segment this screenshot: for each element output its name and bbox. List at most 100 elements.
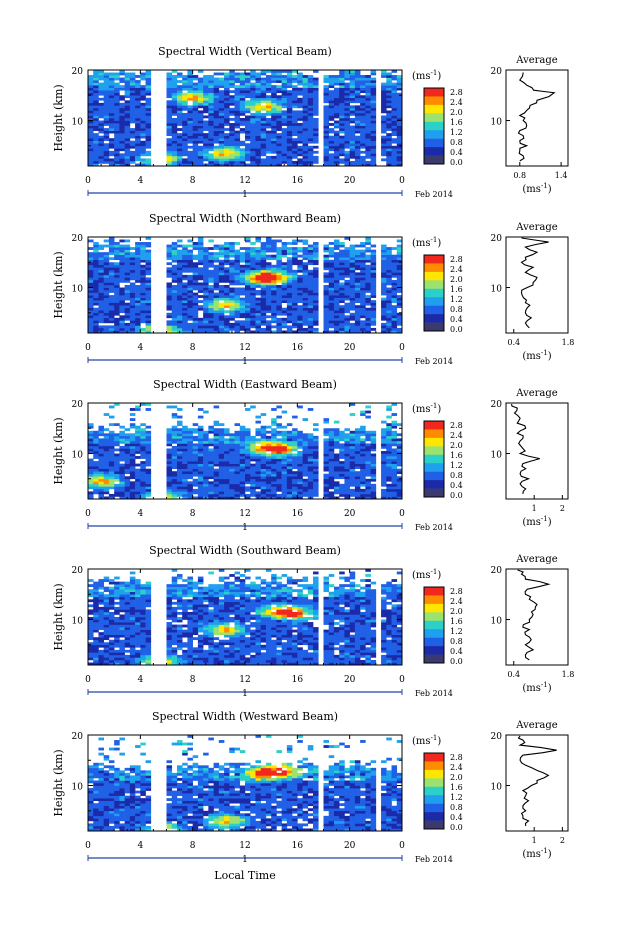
heatmap-cell [176,87,183,91]
heatmap-cell [245,468,251,472]
heatmap-cell [323,277,330,281]
colorbar-swatch [424,288,444,298]
heatmap-cell [218,138,225,142]
heatmap-cell [229,488,235,492]
heatmap-cell [260,242,267,245]
heatmap-cell [307,327,314,331]
heatmap-cell [114,483,120,487]
heatmap-cell [129,257,136,261]
heatmap-cell [365,267,371,271]
heatmap-cell [328,85,335,88]
heatmap-cell [255,158,261,162]
heatmap-cell [197,145,204,149]
heatmap-cell [103,463,110,467]
heatmap-cell [213,158,220,162]
heatmap-cell [145,115,152,119]
heatmap-cell [203,128,209,131]
heatmap-cell [197,237,204,240]
heatmap-cell [339,135,345,139]
heatmap-cell [176,100,183,104]
heatmap-cell [265,453,272,457]
heatmap-cell [328,95,335,99]
heatmap-cell [135,158,141,162]
heatmap-cell [381,97,387,101]
heatmap-cell [98,140,104,144]
heatmap-cell [297,461,303,464]
heatmap-cell [213,85,220,88]
heatmap-cell [239,85,246,88]
heatmap-cell [224,466,230,469]
heatmap-cell [114,133,120,136]
heatmap-cell [245,90,251,94]
heatmap-cell [323,264,330,268]
heatmap-cell [234,163,241,167]
heatmap-cell [344,274,350,278]
heatmap-cell [171,297,178,301]
heatmap-cell [396,75,403,78]
heatmap-cell [218,428,225,432]
colorbar-tick-label: 2.8 [450,88,463,97]
heatmap-cell [192,285,199,288]
heatmap-cell [208,120,214,124]
heatmap-cell [250,300,256,303]
heatmap-cell [276,488,282,492]
heatmap-cell [260,327,267,331]
heatmap-cell [119,317,125,321]
heatmap-cell [88,267,94,271]
heatmap-cell [114,300,120,303]
heatmap-cell [328,123,335,126]
heatmap-cell [229,274,235,278]
heatmap-cell [265,163,272,167]
heatmap-cell [286,249,293,253]
heatmap-cell [307,272,314,276]
heatmap-cell [166,140,173,144]
heatmap-cell [103,110,110,114]
heatmap-cell [396,97,403,101]
heatmap-cell [265,148,272,152]
heatmap-cell [145,471,152,475]
heatmap-cell [313,486,319,490]
heatmap-cell [229,325,235,329]
heatmap-cell [302,488,309,492]
heatmap-cell [182,163,188,167]
heatmap-cell [260,254,267,258]
heatmap-cell [213,272,220,276]
heatmap-cell [370,72,377,76]
heatmap-cell [145,481,152,485]
heatmap-cell [229,458,235,462]
heatmap-cell [292,282,298,286]
heatmap-cell [271,257,277,261]
heatmap-cell [360,133,366,136]
heatmap-cell [145,237,152,240]
heatmap-cell [307,105,314,109]
heatmap-cell [88,128,94,131]
heatmap-cell [98,282,104,286]
heatmap-cell [119,135,125,139]
heatmap-cell [93,269,99,273]
heatmap-cell [229,486,235,490]
heatmap-cell [292,274,298,278]
heatmap-cell [239,478,246,482]
heatmap-cell [250,70,256,73]
heatmap-cell [307,295,314,298]
heatmap-cell [239,140,246,144]
heatmap-cell [386,257,392,261]
heatmap-cell [108,468,115,472]
heatmap-cell [265,302,272,306]
heatmap-cell [370,287,377,291]
heatmap-cell [218,277,225,281]
heatmap-cell [119,72,125,76]
heatmap-cell [239,282,246,286]
heatmap-cell [218,327,225,331]
heatmap-cell [255,252,261,255]
heatmap-cell [224,320,230,324]
heatmap-cell [129,315,136,319]
heatmap-cell [197,160,204,164]
heatmap-cell [302,254,309,258]
heatmap-cell [265,118,272,121]
heatmap-cell [145,160,152,164]
heatmap-cell [108,123,115,126]
heatmap-cell [213,423,220,427]
heatmap-cell [166,262,173,266]
heatmap-cell [98,448,104,452]
